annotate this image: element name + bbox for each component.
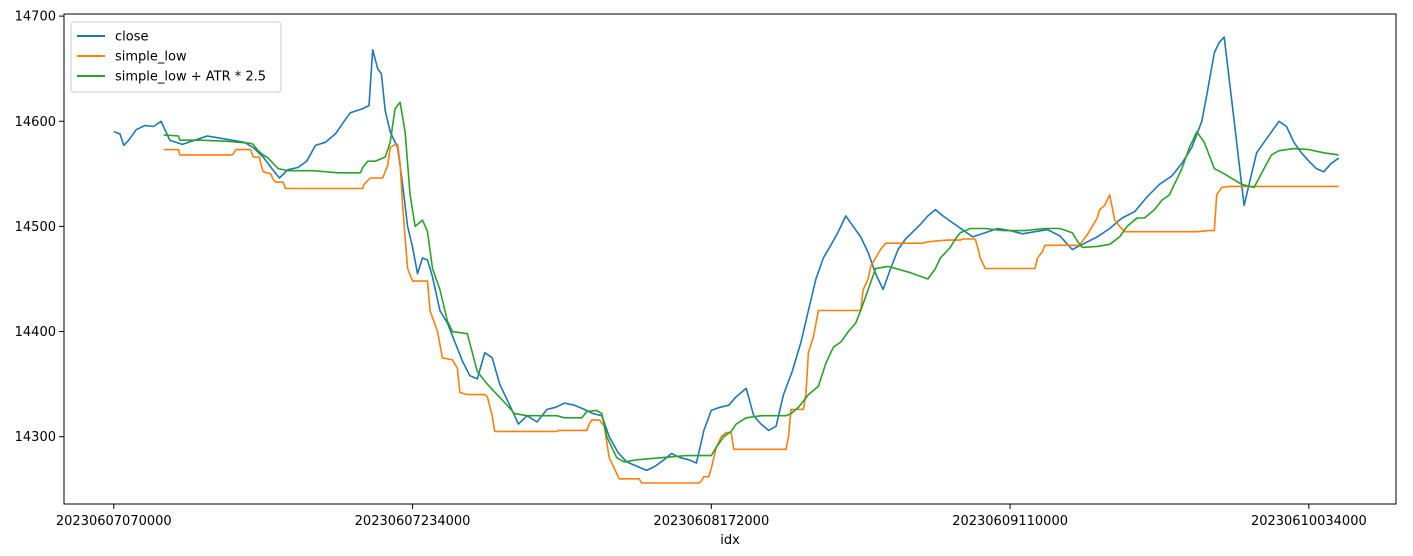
plot-frame bbox=[63, 13, 1397, 505]
series-line-close bbox=[113, 36, 1340, 472]
x-tick-label-2: 20230608172000 bbox=[653, 514, 769, 529]
y-tick-label-4: 14700 bbox=[15, 10, 56, 25]
y-axis: 14300 14400 14500 14600 14700 bbox=[15, 10, 64, 445]
legend-box bbox=[70, 21, 282, 93]
y-tick-label-3: 14600 bbox=[15, 115, 56, 130]
x-axis-label: idx bbox=[720, 533, 740, 548]
series-layer bbox=[113, 36, 1340, 484]
x-tick-label-0: 20230607070000 bbox=[56, 514, 172, 529]
legend-label-1: simple_low bbox=[115, 50, 187, 65]
series-line-simple-low-atr-2-5 bbox=[163, 101, 1339, 463]
y-tick-label-1: 14400 bbox=[15, 325, 56, 340]
legend-label-0: close bbox=[115, 30, 148, 45]
x-tick-label-4: 20230610034000 bbox=[1251, 514, 1367, 529]
x-tick-label-1: 20230607234000 bbox=[355, 514, 471, 529]
y-tick-label-2: 14500 bbox=[15, 220, 56, 235]
x-axis: 20230607070000 20230607234000 202306081720… bbox=[56, 504, 1367, 529]
series-line-simple-low bbox=[163, 143, 1339, 484]
plot-area bbox=[63, 13, 1397, 505]
legend-label-2: simple_low + ATR * 2.5 bbox=[115, 70, 266, 85]
x-tick-label-3: 20230609110000 bbox=[952, 514, 1068, 529]
y-tick-label-0: 14300 bbox=[15, 430, 56, 445]
legend: close simple_low simple_low + ATR * 2.5 bbox=[70, 21, 282, 93]
